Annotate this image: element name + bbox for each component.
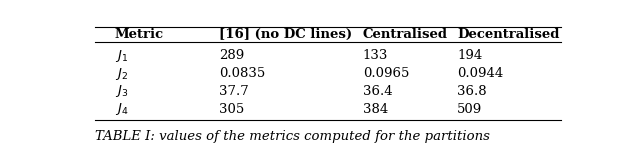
Text: 0.0835: 0.0835 <box>219 67 265 80</box>
Text: 0.0965: 0.0965 <box>363 67 409 80</box>
Text: Decentralised: Decentralised <box>457 28 559 41</box>
Text: 194: 194 <box>457 49 482 62</box>
Text: $J_{1}$: $J_{1}$ <box>115 48 128 64</box>
Text: 36.8: 36.8 <box>457 85 486 98</box>
Text: 36.4: 36.4 <box>363 85 392 98</box>
Text: 0.0944: 0.0944 <box>457 67 503 80</box>
Text: $J_{2}$: $J_{2}$ <box>115 66 128 82</box>
Text: 289: 289 <box>219 49 244 62</box>
Text: Metric: Metric <box>115 28 164 41</box>
Text: 305: 305 <box>219 103 244 116</box>
Text: 384: 384 <box>363 103 388 116</box>
Text: TABLE I: values of the metrics computed for the partitions: TABLE I: values of the metrics computed … <box>95 130 490 143</box>
Text: $J_{3}$: $J_{3}$ <box>115 83 128 99</box>
Text: 37.7: 37.7 <box>219 85 248 98</box>
Text: 133: 133 <box>363 49 388 62</box>
Text: [16] (no DC lines): [16] (no DC lines) <box>219 28 352 41</box>
Text: $J_{4}$: $J_{4}$ <box>115 101 128 117</box>
Text: Centralised: Centralised <box>363 28 448 41</box>
Text: 509: 509 <box>457 103 482 116</box>
